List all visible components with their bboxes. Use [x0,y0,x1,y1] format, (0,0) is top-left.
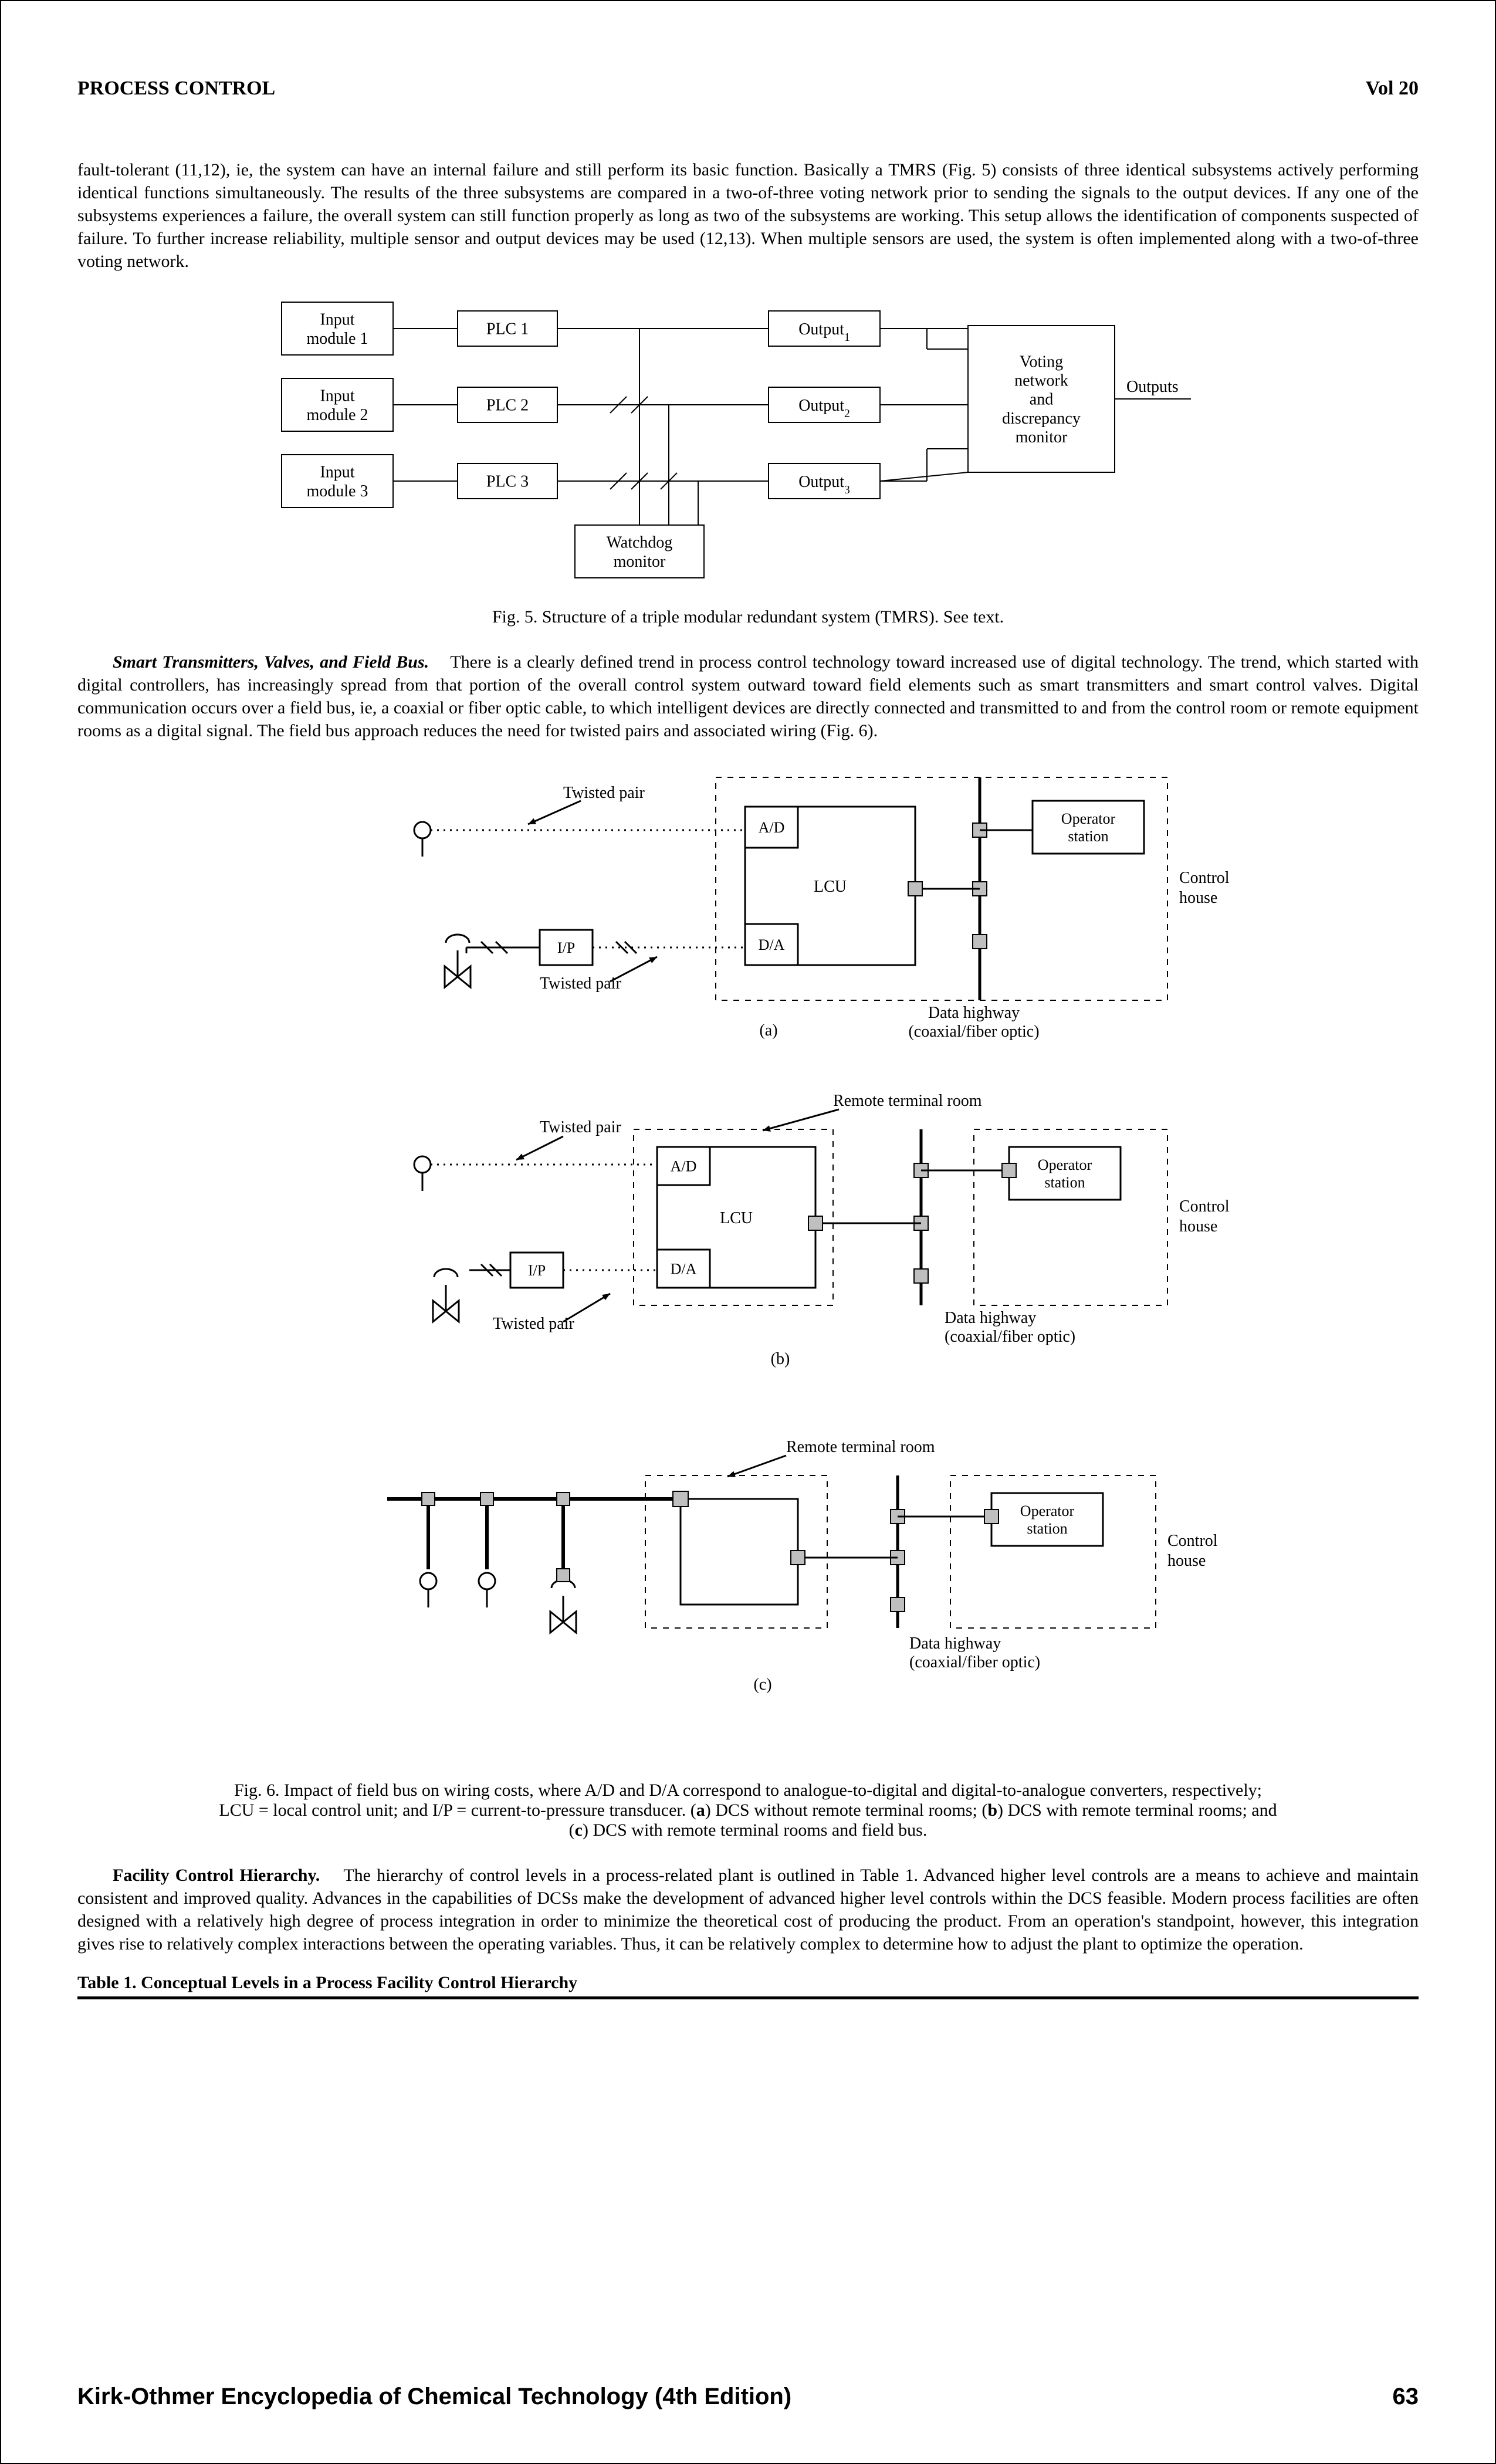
footer-book-title: Kirk-Othmer Encyclopedia of Chemical Tec… [77,2384,791,2410]
run-in-smart: Smart Transmitters, Valves, and Field Bu… [113,652,429,672]
run-in-facility: Facility Control Hierarchy. [113,1866,320,1885]
svg-text:station: station [1044,1174,1085,1191]
paragraph-facility: Facility Control Hierarchy. The hierarch… [77,1864,1419,1955]
svg-text:D/A: D/A [759,936,785,953]
svg-text:monitor: monitor [1016,428,1068,446]
figure-6: ControlhouseLCUA/DD/AOperatorstationData… [77,760,1419,1769]
svg-text:Remote terminal room: Remote terminal room [833,1092,982,1110]
figure-6-caption: Fig. 6. Impact of field bus on wiring co… [77,1781,1419,1840]
svg-text:PLC 3: PLC 3 [486,473,529,491]
svg-text:Control: Control [1179,869,1230,887]
svg-text:Operator: Operator [1020,1502,1075,1519]
svg-text:house: house [1179,1217,1217,1236]
svg-text:Output3: Output3 [798,473,850,496]
svg-text:monitor: monitor [614,553,666,571]
svg-text:LCU: LCU [814,878,847,896]
svg-text:(b): (b) [771,1350,790,1368]
svg-text:Remote terminal room: Remote terminal room [786,1438,935,1456]
svg-text:Twisted pair: Twisted pair [540,974,621,993]
svg-text:Data highway: Data highway [909,1634,1001,1653]
svg-text:module 2: module 2 [307,406,368,424]
paragraph-smart: Smart Transmitters, Valves, and Field Bu… [77,651,1419,742]
svg-text:Twisted pair: Twisted pair [493,1315,574,1333]
svg-text:Input: Input [320,311,354,329]
svg-text:A/D: A/D [671,1157,697,1175]
svg-text:module 1: module 1 [307,330,368,348]
svg-text:(c): (c) [753,1676,771,1694]
svg-text:station: station [1068,828,1108,845]
table-1-title: Table 1. Conceptual Levels in a Process … [77,1973,1419,1993]
svg-text:Data highway: Data highway [945,1309,1036,1327]
svg-text:A/D: A/D [759,819,785,836]
svg-text:Input: Input [320,387,354,405]
svg-text:Control: Control [1167,1532,1218,1550]
svg-text:module 3: module 3 [307,482,368,500]
svg-text:I/P: I/P [528,1262,546,1279]
svg-text:Twisted pair: Twisted pair [563,784,645,802]
svg-text:Control: Control [1179,1197,1230,1216]
page-section-title: PROCESS CONTROL [77,77,275,100]
table-1-rule [77,1996,1419,1999]
figure-5-caption: Fig. 5. Structure of a triple modular re… [77,607,1419,627]
svg-text:Input: Input [320,463,354,482]
page-footer: Kirk-Othmer Encyclopedia of Chemical Tec… [77,2384,1419,2410]
svg-text:PLC 1: PLC 1 [486,320,529,339]
svg-text:I/P: I/P [557,939,575,956]
svg-text:D/A: D/A [671,1260,697,1277]
page-volume: Vol 20 [1366,77,1419,100]
svg-text:Watchdog: Watchdog [607,534,673,552]
svg-text:LCU: LCU [730,760,749,762]
svg-text:Output2: Output2 [798,397,850,420]
svg-text:(coaxial/fiber optic): (coaxial/fiber optic) [909,1653,1040,1671]
svg-text:(a): (a) [759,1021,777,1040]
svg-text:network: network [1014,371,1068,390]
svg-text:Twisted pair: Twisted pair [540,1118,621,1136]
svg-text:PLC 2: PLC 2 [486,397,529,415]
footer-page-number: 63 [1393,2384,1419,2410]
svg-text:LCU: LCU [720,1209,753,1227]
paragraph-tmrs: fault-tolerant (11,12), ie, the system c… [77,158,1419,273]
svg-text:house: house [1167,1552,1206,1570]
svg-text:house: house [1179,889,1217,907]
svg-text:station: station [1027,1520,1067,1537]
svg-text:discrepancy: discrepancy [1002,409,1081,428]
figure-5: Inputmodule 1PLC 1Output1Inputmodule 2PL… [77,290,1419,595]
svg-text:Operator: Operator [1038,1156,1092,1173]
svg-text:and: and [1030,391,1053,409]
svg-text:(coaxial/fiber optic): (coaxial/fiber optic) [945,1328,1075,1346]
svg-text:Data highway: Data highway [928,1004,1020,1022]
svg-text:Operator: Operator [1061,810,1116,827]
svg-text:(coaxial/fiber optic): (coaxial/fiber optic) [908,1023,1039,1041]
svg-text:Output1: Output1 [798,320,850,344]
svg-text:Voting: Voting [1020,353,1063,371]
svg-text:Outputs: Outputs [1126,378,1179,396]
